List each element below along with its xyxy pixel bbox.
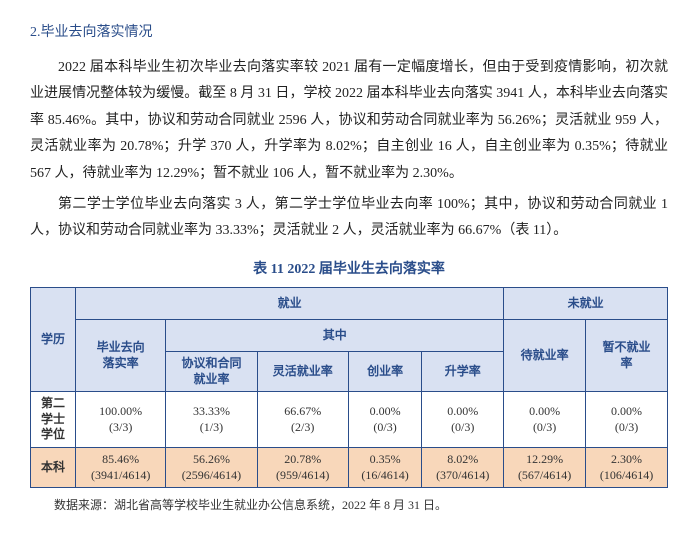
degree-cell: 本科 xyxy=(31,447,76,487)
col-degree: 学历 xyxy=(31,288,76,392)
cell: 56.26%(2596/4614) xyxy=(166,447,257,487)
cell: 0.35%(16/4614) xyxy=(348,447,421,487)
data-source: 数据来源：湖北省高等学校毕业生就业办公信息系统，2022 年 8 月 31 日。 xyxy=(30,494,668,517)
cell: 8.02%(370/4614) xyxy=(422,447,504,487)
col-further: 升学率 xyxy=(422,351,504,391)
col-rate: 毕业去向落实率 xyxy=(76,320,166,392)
col-not: 暂不就业率 xyxy=(586,320,668,392)
cell: 12.29%(567/4614) xyxy=(504,447,586,487)
cell: 0.00%(0/3) xyxy=(422,392,504,448)
cell: 20.78%(959/4614) xyxy=(257,447,348,487)
col-contract: 协议和合同就业率 xyxy=(166,351,257,391)
cell: 0.00%(0/3) xyxy=(586,392,668,448)
cell: 33.33%(1/3) xyxy=(166,392,257,448)
section-heading: 2.毕业去向落实情况 xyxy=(30,20,668,47)
col-unemployed: 未就业 xyxy=(504,288,668,320)
cell: 100.00%(3/3) xyxy=(76,392,166,448)
employment-table: 学历 就业 未就业 毕业去向落实率 其中 待就业率 暂不就业率 协议和合同就业率… xyxy=(30,287,668,488)
col-employed: 就业 xyxy=(76,288,504,320)
col-startup: 创业率 xyxy=(348,351,421,391)
table-title: 表 11 2022 届毕业生去向落实率 xyxy=(30,257,668,284)
col-waiting: 待就业率 xyxy=(504,320,586,392)
col-among: 其中 xyxy=(166,320,504,352)
cell: 2.30%(106/4614) xyxy=(586,447,668,487)
paragraph-1: 2022 届本科毕业生初次毕业去向落实率较 2021 届有一定幅度增长，但由于受… xyxy=(30,55,668,188)
degree-cell: 第二学士学位 xyxy=(31,392,76,448)
cell: 66.67%(2/3) xyxy=(257,392,348,448)
paragraph-2: 第二学士学位毕业去向落实 3 人，第二学士学位毕业去向率 100%；其中，协议和… xyxy=(30,192,668,245)
cell: 0.00%(0/3) xyxy=(348,392,421,448)
cell: 0.00%(0/3) xyxy=(504,392,586,448)
col-flexible: 灵活就业率 xyxy=(257,351,348,391)
cell: 85.46%(3941/4614) xyxy=(76,447,166,487)
